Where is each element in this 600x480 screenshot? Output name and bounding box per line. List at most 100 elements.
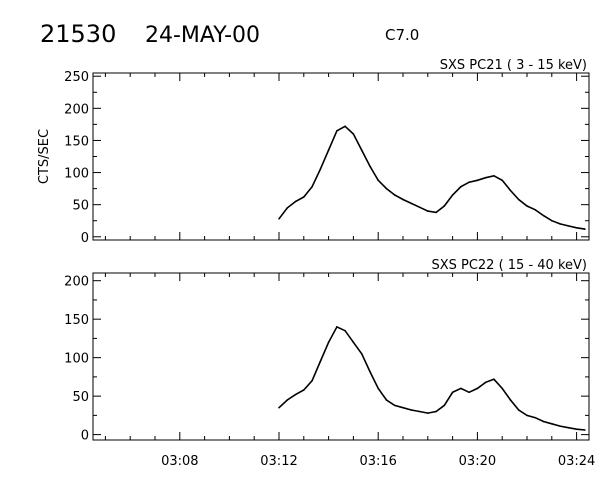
data-point	[278, 406, 280, 409]
panel-2: SXS PC22 ( 15 - 40 keV) 03:08 03:12 03:16 03…	[64, 258, 595, 469]
data-point	[286, 399, 289, 401]
data-point	[319, 168, 322, 171]
data-point	[294, 393, 297, 396]
data-point	[344, 329, 346, 332]
data-point	[402, 406, 404, 409]
data-point	[484, 381, 487, 384]
x-tick-label: 03:12	[260, 454, 297, 469]
data-point	[551, 423, 553, 425]
y-tick-label: 0	[81, 231, 89, 246]
series-line	[278, 325, 585, 431]
data-point	[369, 370, 371, 373]
flare-class: C7.0	[385, 26, 419, 44]
data-point	[567, 225, 570, 227]
data-point	[427, 210, 429, 212]
data-point	[584, 429, 586, 431]
y-tick-label: 250	[64, 70, 89, 85]
y-tick-label: 200	[64, 275, 89, 290]
data-point	[443, 404, 446, 407]
x-tick-label: 03:16	[359, 454, 396, 469]
y-tick-label: 50	[72, 390, 89, 405]
data-point	[517, 198, 520, 201]
panel-title: SXS PC22 ( 15 - 40 keV)	[431, 258, 587, 273]
data-point	[393, 404, 396, 407]
data-point	[517, 409, 520, 411]
data-point	[418, 410, 421, 413]
data-point	[534, 209, 537, 211]
data-point	[352, 341, 355, 344]
data-point	[435, 211, 437, 214]
data-point	[385, 399, 388, 401]
data-point	[468, 391, 470, 394]
data-point	[294, 200, 297, 203]
panel-1: SXS PC21 ( 3 - 15 keV) 0 50 100 150 200 250 CTS…	[37, 58, 590, 246]
data-point	[327, 341, 330, 344]
data-point	[377, 387, 380, 390]
data-point	[451, 391, 454, 394]
data-point	[410, 409, 413, 411]
data-point	[575, 226, 578, 229]
data-point	[460, 387, 462, 390]
data-point	[575, 428, 578, 431]
data-point	[542, 214, 545, 217]
data-point	[352, 133, 355, 135]
data-point	[501, 179, 504, 182]
data-point	[418, 206, 421, 209]
data-point	[509, 189, 512, 192]
y-tick-label: 100	[64, 352, 89, 367]
data-point	[336, 326, 338, 328]
data-point	[303, 196, 305, 198]
x-tick-label: 03:24	[558, 454, 595, 469]
data-point	[551, 219, 553, 222]
data-point	[534, 416, 537, 419]
data-point	[344, 125, 346, 128]
data-point	[559, 425, 561, 427]
panel-title: SXS PC21 ( 3 - 15 keV)	[440, 58, 587, 73]
y-tick-label: 50	[72, 199, 89, 214]
data-point	[476, 387, 479, 390]
x-tick-label: 03:20	[459, 454, 496, 469]
x-tick-label: 03:08	[161, 454, 198, 469]
data-point	[460, 185, 462, 188]
data-point	[278, 218, 280, 220]
y-tick-label: 100	[64, 167, 89, 182]
data-point	[443, 205, 446, 207]
data-point	[377, 179, 380, 182]
data-point	[385, 187, 388, 190]
data-point	[484, 176, 487, 179]
data-point	[360, 353, 363, 355]
data-point	[286, 207, 289, 209]
data-point	[526, 205, 528, 207]
data-point	[319, 360, 322, 363]
data-point	[501, 387, 504, 390]
y-tick-label: 150	[64, 313, 89, 328]
data-point	[393, 194, 396, 196]
event-date: 24-MAY-00	[145, 23, 260, 48]
data-point	[509, 399, 512, 401]
data-point	[493, 174, 495, 177]
plot-frame	[92, 72, 590, 241]
data-point	[360, 149, 363, 151]
data-point	[559, 223, 561, 225]
data-point	[476, 179, 479, 182]
series-line	[278, 125, 586, 230]
y-axis-label: CTS/SEC	[37, 129, 52, 184]
data-point	[311, 379, 313, 382]
y-tick-label: 0	[81, 429, 89, 444]
data-point	[336, 130, 338, 132]
data-point	[584, 228, 586, 230]
data-point	[451, 194, 454, 196]
data-point	[410, 202, 413, 205]
data-point	[369, 165, 371, 167]
data-point	[526, 414, 528, 417]
event-number: 21530	[40, 20, 116, 48]
data-point	[468, 181, 470, 183]
plot-frame	[92, 272, 590, 441]
data-point	[327, 149, 330, 151]
data-point	[303, 389, 305, 391]
data-point	[427, 412, 429, 414]
data-point	[402, 198, 404, 201]
data-point	[567, 426, 570, 429]
y-tick-label: 150	[64, 134, 89, 149]
